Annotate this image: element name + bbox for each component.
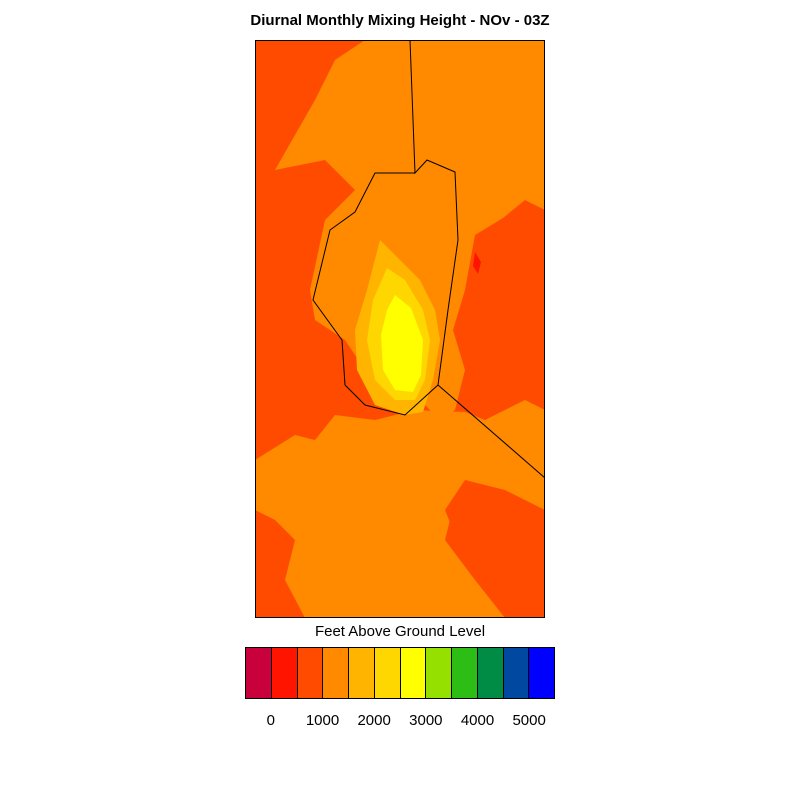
chart-title: Diurnal Monthly Mixing Height - NOv - 03… — [250, 12, 550, 29]
colorbar-tick-label: 2000 — [357, 712, 391, 729]
colorbar — [245, 647, 555, 699]
contour-mid-north — [275, 40, 545, 420]
contour-low-se — [445, 490, 545, 618]
colorbar-swatch — [323, 648, 349, 698]
contour-peak — [381, 295, 423, 392]
colorbar-swatch — [503, 648, 530, 698]
contour-mid-south — [255, 400, 545, 618]
map-frame — [255, 40, 545, 618]
contour-mid-ne — [415, 40, 545, 160]
colorbar-swatch — [529, 648, 554, 698]
colorbar-swatch — [400, 648, 427, 698]
colorbar-swatch — [271, 648, 298, 698]
colorbar-swatch — [452, 648, 478, 698]
contour-lowest-spot — [473, 252, 481, 274]
boundary-line-se — [437, 384, 545, 479]
colorbar-ticks: 0 1000 2000 3000 4000 5000 — [245, 712, 555, 732]
colorbar-swatch — [246, 648, 272, 698]
colorbar-tick-label: 0 — [266, 712, 275, 729]
colorbar-swatch — [349, 648, 375, 698]
colorbar-tick-label: 4000 — [460, 712, 495, 729]
colorbar-swatch — [297, 648, 324, 698]
colorbar-tick-label: 1000 — [305, 712, 340, 729]
contour-low-sw — [255, 510, 300, 618]
boundary-line — [312, 40, 459, 416]
colorbar-label: Feet Above Ground Level — [314, 623, 486, 640]
colorbar-tick-label: 3000 — [409, 712, 443, 729]
colorbar-tick-label: 5000 — [512, 712, 546, 729]
mixing-height-map — [255, 40, 545, 618]
colorbar-swatch — [426, 648, 452, 698]
colorbar-swatch — [477, 648, 504, 698]
colorbar-swatch — [374, 648, 401, 698]
